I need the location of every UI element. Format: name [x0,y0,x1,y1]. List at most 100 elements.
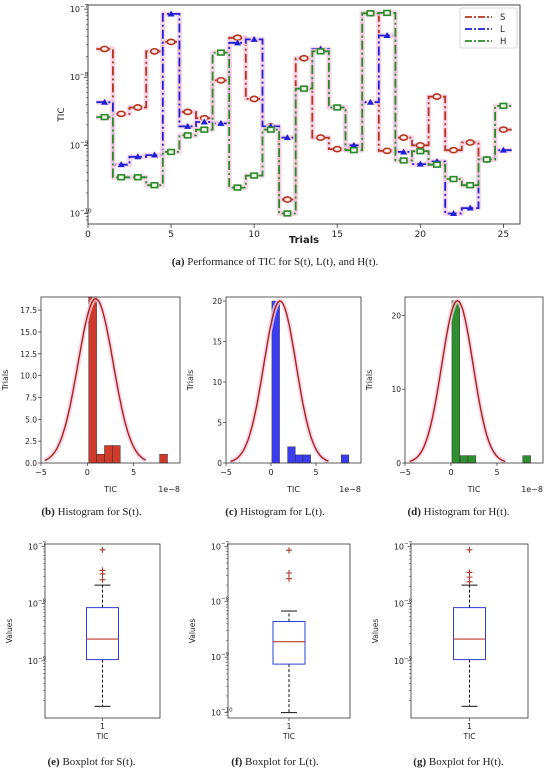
fit-curve [44,298,147,462]
point-L [134,153,142,160]
point-S [399,134,409,141]
x-tick-label-a: 0 [85,230,91,240]
point-L [450,209,458,216]
x-tick-label-f: 1 [287,722,292,731]
y-tick-label-e-exp: −8 [38,599,47,605]
y-tick-label-b: 12.5 [20,350,37,359]
histogram-bar [287,446,296,464]
legend-label-H: H [500,37,506,47]
point-H [117,174,126,181]
point-H [299,85,308,92]
y-axis-label-d: Trials [365,370,374,392]
y-tick-label-b: 2.5 [25,437,37,446]
y-tick-label-f: 10 −7 [211,541,230,551]
y-axis-label-e: Values [5,619,14,644]
x-axis-label-c: TIC [286,485,300,494]
histogram-bar [88,296,97,464]
x-tick-label-b: −5 [35,468,47,477]
point-H [167,148,176,156]
y-tick-label-b: 0.0 [25,459,37,468]
caption-e: (e) Boxplot for S(t). [47,756,136,768]
x-tick-label-c: −5 [220,468,232,477]
y-tick-label-f-exp: −9 [221,652,230,658]
y-tick-label-a-base: 10 [70,141,80,150]
y-tick-label-a: 10 −7 [70,4,89,14]
point-S [282,196,292,203]
y-tick-label-a: 10 −10 [70,208,92,218]
y-tick-label-e: 10 −9 [28,656,47,666]
y-tick-label-a-exp: −10 [80,208,92,214]
y-tick-label-c: 15 [212,338,222,347]
histogram-bar [451,300,460,464]
point-S [183,108,193,116]
y-axis-label-a: TIC [57,107,67,122]
x-tick-label-d: 0 [448,468,453,477]
y-axis-label-c: Trials [186,370,195,392]
point-L [499,146,507,153]
point-H [250,172,259,179]
y-tick-label-f-exp: −7 [221,541,230,547]
point-L [400,148,408,155]
y-tick-label-e: 10 −7 [28,541,47,551]
series-line-S [96,12,512,201]
series-S [96,9,512,203]
point-L [366,98,374,105]
y-tick-label-a: 10 −9 [70,140,89,150]
y-tick-label-f-base: 10 [211,653,221,662]
y-tick-label-f-base: 10 [211,598,221,607]
x-axis-label-a: Trials [289,235,319,246]
y-tick-label-b: 10.0 [20,372,37,381]
point-H [316,48,325,55]
x-tick-label-a: 15 [332,230,343,240]
y-tick-label-g: 10 −8 [394,599,413,609]
point-S [498,126,508,134]
caption-b: (b) Histogram for S(t). [41,506,142,518]
legend-a: SLH [459,7,518,49]
point-H [366,10,375,17]
point-H [283,210,292,217]
point-H [349,146,358,154]
y-tick-label-b: 15.0 [20,328,37,337]
outlier-point [286,569,292,576]
point-H [399,157,408,164]
series-H [96,9,512,217]
x-axis-label-g: TIC [462,732,475,741]
histogram-bar [467,455,477,464]
x-axis-label-f: TIC [282,732,295,741]
histogram-bar [112,445,121,464]
histogram-bar [340,454,350,464]
y-tick-label-e-exp: −7 [38,541,47,547]
y-tick-label-g-base: 10 [394,657,404,666]
y-tick-label-e-base: 10 [28,542,38,551]
y-tick-label-b: 7.5 [25,393,37,402]
outlier-point [99,576,106,583]
series-glow-H [96,10,512,216]
point-H [266,126,275,133]
point-L [117,161,125,168]
outlier-point [286,547,292,554]
fit-curve [230,300,329,463]
point-H [416,148,425,155]
point-H [449,175,458,183]
x-tick-label-d: −5 [399,468,411,477]
point-H [432,161,441,168]
y-tick-label-b: 17.5 [20,306,37,315]
point-S [415,141,425,149]
point-H [100,113,109,121]
point-S [149,47,160,55]
outlier-point [99,546,106,553]
point-H [200,126,209,133]
point-H [383,9,392,17]
y-tick-label-f: 10 −10 [211,708,233,718]
histogram-bar [459,455,469,464]
legend-box [459,7,518,49]
axes-frame-d [404,296,544,464]
histogram-bar [295,454,304,464]
y-tick-label-a-base: 10 [70,209,80,218]
series-line-H [96,12,512,215]
point-L [167,10,175,17]
point-L [217,119,225,126]
y-tick-label-d: 10 [391,385,401,394]
